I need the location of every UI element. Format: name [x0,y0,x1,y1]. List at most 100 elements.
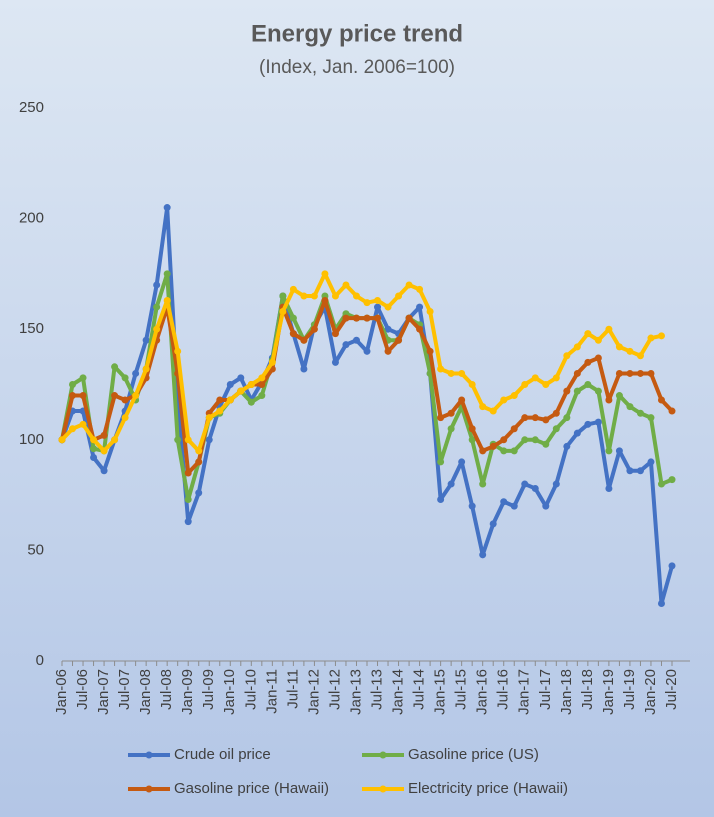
data-point [636,409,644,417]
data-point [447,480,455,488]
data-point [331,358,339,366]
data-point [310,292,318,300]
data-point [184,469,192,477]
data-point [500,498,508,506]
data-point [69,381,77,388]
y-tick-label: 150 [19,320,44,337]
data-point [363,314,371,322]
data-point [132,369,140,377]
data-point [636,352,644,360]
data-point [594,387,602,395]
data-point [468,381,476,388]
data-point [531,414,539,422]
data-point [79,392,87,400]
data-point [237,374,245,382]
data-point [258,392,266,400]
data-point [184,436,192,444]
data-point [69,425,77,433]
x-tick-label: Jan-13 [347,669,364,715]
data-point [90,453,98,461]
legend-label: Crude oil price [174,746,271,763]
data-point [668,562,676,570]
data-point [405,281,413,289]
data-point [521,414,529,422]
x-tick-label: Jul-15 [453,669,470,710]
data-point [573,387,581,395]
legend-marker [379,785,387,793]
data-point [416,325,424,333]
data-point [374,303,382,311]
data-point [90,436,98,444]
data-point [310,325,318,333]
data-point [510,425,518,433]
data-point [626,467,634,475]
data-point [542,416,550,424]
x-tick-label: Jul-18 [579,669,596,710]
data-point [531,484,539,492]
data-point [100,447,108,455]
data-point [258,374,266,382]
x-tick-label: Jul-08 [158,669,175,710]
data-point [458,458,466,466]
data-point [552,409,560,417]
y-tick-label: 100 [19,431,44,448]
x-tick-label: Jul-09 [200,669,217,710]
data-point [500,396,508,404]
data-point [69,392,77,400]
data-point [289,314,297,322]
data-point [395,336,403,344]
data-point [331,292,339,300]
data-point [142,336,150,344]
data-point [416,303,424,311]
data-point [531,436,539,444]
data-point [163,270,171,278]
x-tick-label: Jul-19 [621,669,638,710]
data-point [384,347,392,355]
data-point [342,314,350,322]
x-tick-label: Jan-15 [432,669,449,715]
data-point [552,425,560,433]
x-tick-label: Jul-11 [284,669,301,709]
data-point [447,369,455,377]
x-tick-label: Jan-19 [600,669,617,715]
data-point [247,381,255,388]
data-point [426,347,434,355]
data-point [289,330,297,338]
data-point [647,414,655,422]
data-point [500,447,508,455]
data-point [426,308,434,316]
data-point [384,303,392,311]
chart-subtitle: (Index, Jan. 2006=100) [259,57,455,78]
data-point [352,314,360,322]
x-tick-label: Jan-17 [516,669,533,715]
data-point [321,296,329,304]
data-point [258,381,266,388]
legend-label: Electricity price (Hawaii) [408,780,568,797]
data-point [279,308,287,316]
data-point [468,425,476,433]
data-point [437,496,445,504]
data-point [563,414,571,422]
data-point [90,445,98,453]
x-tick-label: Jul-12 [326,669,343,710]
legend-marker [145,751,153,759]
data-point [510,447,518,455]
x-tick-label: Jan-10 [221,669,238,715]
y-tick-label: 200 [19,210,44,227]
data-point [605,396,613,404]
data-point [521,480,529,488]
data-point [100,431,108,439]
data-point [279,292,287,300]
data-point [468,436,476,444]
series-line [60,271,662,453]
data-point [153,303,161,311]
x-tick-label: Jan-12 [305,669,322,715]
data-point [437,458,445,466]
data-point [58,436,66,444]
x-tick-label: Jul-07 [116,669,133,710]
data-point [163,296,171,304]
x-tick-label: Jul-20 [663,669,680,710]
data-point [184,518,192,526]
data-point [626,403,634,411]
